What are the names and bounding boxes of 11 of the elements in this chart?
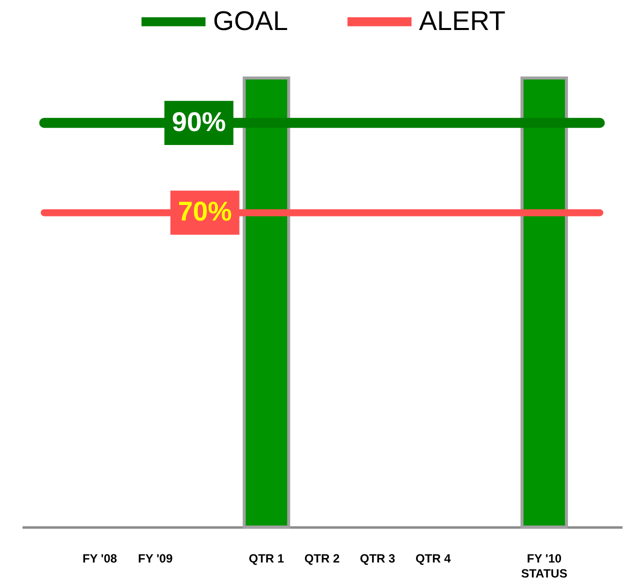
x-tick-label: QTR 2 — [304, 552, 340, 566]
x-tick-label: FY '10 STATUS — [521, 552, 568, 580]
data-label: 90% — [172, 106, 226, 137]
x-tick-label: QTR 4 — [415, 552, 452, 566]
x-tick-label: FY '09 — [138, 552, 173, 566]
x-tick-label: QTR 3 — [360, 552, 396, 566]
data-label: 70% — [178, 196, 232, 227]
x-tick-label: QTR 1 — [248, 552, 284, 566]
x-tick-label: FY '08 — [82, 552, 118, 566]
legend-label: ALERT — [419, 6, 506, 36]
legend-label: GOAL — [213, 6, 288, 36]
